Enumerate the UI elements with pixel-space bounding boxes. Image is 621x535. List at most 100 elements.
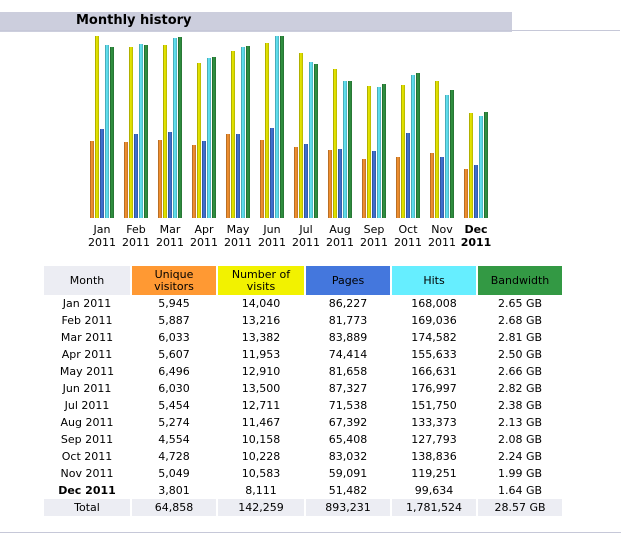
- bar-visitors-jun: [260, 140, 264, 218]
- visits-cell: 10,583: [241, 467, 281, 480]
- bar-hits-jun: [275, 36, 279, 218]
- hits-cell: 155,633: [411, 348, 457, 361]
- section-header-bar: [0, 12, 512, 32]
- pages-cell: 67,392: [328, 416, 368, 429]
- bar-pages-aug: [338, 149, 342, 218]
- bar-visitors-feb: [124, 142, 128, 218]
- bar-visits-sep: [367, 86, 371, 218]
- table-row: Jun 2011 6,030 13,500 87,327 176,997 2.82 GB: [44, 380, 562, 397]
- month-cell: Jun 2011: [62, 382, 112, 395]
- x-tick-label-month: May: [227, 223, 250, 236]
- month-cell: Jul 2011: [64, 399, 110, 412]
- bandwidth-cell: 2.50 GB: [497, 348, 543, 361]
- pages-cell: 81,773: [328, 314, 368, 327]
- month-cell: Apr 2011: [61, 348, 113, 361]
- unique-visitors-cell: 3,801: [158, 484, 190, 497]
- x-tick-label-month: Sep: [364, 223, 385, 236]
- total-pages-cell: 893,231: [306, 499, 390, 516]
- table-row: Jul 2011 5,454 12,711 71,538 151,750 2.38 GB: [44, 397, 562, 414]
- visits-cell: 12,711: [241, 399, 281, 412]
- bar-bandwidth-feb: [144, 45, 148, 218]
- table-row: Jan 2011 5,945 14,040 86,227 168,008 2.65 GB: [44, 295, 562, 312]
- bar-visitors-sep: [362, 159, 366, 218]
- bandwidth-cell: 2.08 GB: [497, 433, 543, 446]
- hits-cell: 151,750: [411, 399, 457, 412]
- bar-bandwidth-mar: [178, 37, 182, 218]
- visits-cell: 13,500: [241, 382, 281, 395]
- bandwidth-cell: 2.81 GB: [497, 331, 543, 344]
- bar-visits-jul: [299, 53, 303, 218]
- bar-visits-aug: [333, 69, 337, 218]
- bar-bandwidth-apr: [212, 57, 216, 218]
- unique-visitors-cell: 5,274: [158, 416, 190, 429]
- x-tick-label-year: 2011: [88, 236, 116, 249]
- pages-cell: 83,889: [328, 331, 368, 344]
- bar-bandwidth-sep: [382, 84, 386, 218]
- table-row: Aug 2011 5,274 11,467 67,392 133,373 2.13 GB: [44, 414, 562, 431]
- hits-cell: 169,036: [411, 314, 457, 327]
- x-tick-label-year: 2011: [360, 236, 388, 249]
- pages-cell: 81,658: [328, 365, 368, 378]
- table-row: Oct 2011 4,728 10,228 83,032 138,836 2.24 GB: [44, 448, 562, 465]
- unique-visitors-cell: 5,049: [158, 467, 190, 480]
- section-header-divider: [0, 30, 620, 31]
- monthly-history-table: Month Unique visitors Number of visits P…: [42, 266, 564, 516]
- pages-cell: 83,032: [328, 450, 368, 463]
- bandwidth-cell: 2.65 GB: [497, 297, 543, 310]
- unique-visitors-cell: 6,030: [158, 382, 190, 395]
- table-row: Dec 2011 3,801 8,111 51,482 99,634 1.64 GB: [44, 482, 562, 499]
- bar-visits-jan: [95, 36, 99, 218]
- x-tick-label-month: Aug: [329, 223, 350, 236]
- column-header-pages: Pages: [306, 266, 390, 295]
- bar-visitors-aug: [328, 150, 332, 218]
- month-cell: Dec 2011: [58, 484, 116, 497]
- bar-visitors-may: [226, 134, 230, 218]
- bar-visits-jun: [265, 43, 269, 218]
- bar-hits-nov: [445, 95, 449, 218]
- total-visits-cell: 142,259: [218, 499, 304, 516]
- bar-pages-jul: [304, 144, 308, 218]
- bar-visits-feb: [129, 47, 133, 218]
- bar-visitors-nov: [430, 153, 434, 218]
- column-header-bandwidth: Bandwidth: [478, 266, 562, 295]
- bar-pages-oct: [406, 133, 410, 218]
- month-cell: Mar 2011: [60, 331, 114, 344]
- x-tick-label-year: 2011: [394, 236, 422, 249]
- bar-pages-may: [236, 134, 240, 218]
- hits-cell: 166,631: [411, 365, 457, 378]
- column-header-hits: Hits: [392, 266, 476, 295]
- x-tick-label-year: 2011: [292, 236, 320, 249]
- column-header-number-of-visits: Number of visits: [218, 266, 304, 295]
- total-hits-cell: 1,781,524: [392, 499, 476, 516]
- bar-hits-mar: [173, 38, 177, 218]
- bar-visits-nov: [435, 81, 439, 218]
- bar-hits-sep: [377, 87, 381, 218]
- unique-visitors-cell: 4,728: [158, 450, 190, 463]
- monthly-history-chart: Jan2011Feb2011Mar2011Apr2011May2011Jun20…: [88, 36, 492, 249]
- hits-cell: 174,582: [411, 331, 457, 344]
- x-tick-label-year: 2011: [156, 236, 184, 249]
- bar-hits-dec: [479, 116, 483, 218]
- x-tick-label-year: 2011: [461, 236, 492, 249]
- bar-pages-mar: [168, 132, 172, 218]
- visits-cell: 12,910: [241, 365, 281, 378]
- hits-cell: 176,997: [411, 382, 457, 395]
- bar-visits-mar: [163, 45, 167, 218]
- x-tick-label-month: Nov: [431, 223, 453, 236]
- pages-cell: 87,327: [328, 382, 368, 395]
- table-row: May 2011 6,496 12,910 81,658 166,631 2.66 GB: [44, 363, 562, 380]
- bar-pages-feb: [134, 134, 138, 218]
- bar-visitors-mar: [158, 140, 162, 218]
- bar-visitors-dec: [464, 169, 468, 218]
- bar-visits-dec: [469, 113, 473, 218]
- month-cell: Sep 2011: [60, 433, 114, 446]
- section-title: Monthly history: [76, 13, 192, 28]
- month-cell: Jan 2011: [62, 297, 112, 310]
- bandwidth-cell: 2.24 GB: [497, 450, 543, 463]
- bar-bandwidth-jan: [110, 47, 114, 218]
- visits-cell: 10,228: [241, 450, 281, 463]
- bar-pages-jun: [270, 128, 274, 218]
- bar-pages-sep: [372, 151, 376, 218]
- bar-visitors-jul: [294, 147, 298, 218]
- bar-visits-apr: [197, 63, 201, 218]
